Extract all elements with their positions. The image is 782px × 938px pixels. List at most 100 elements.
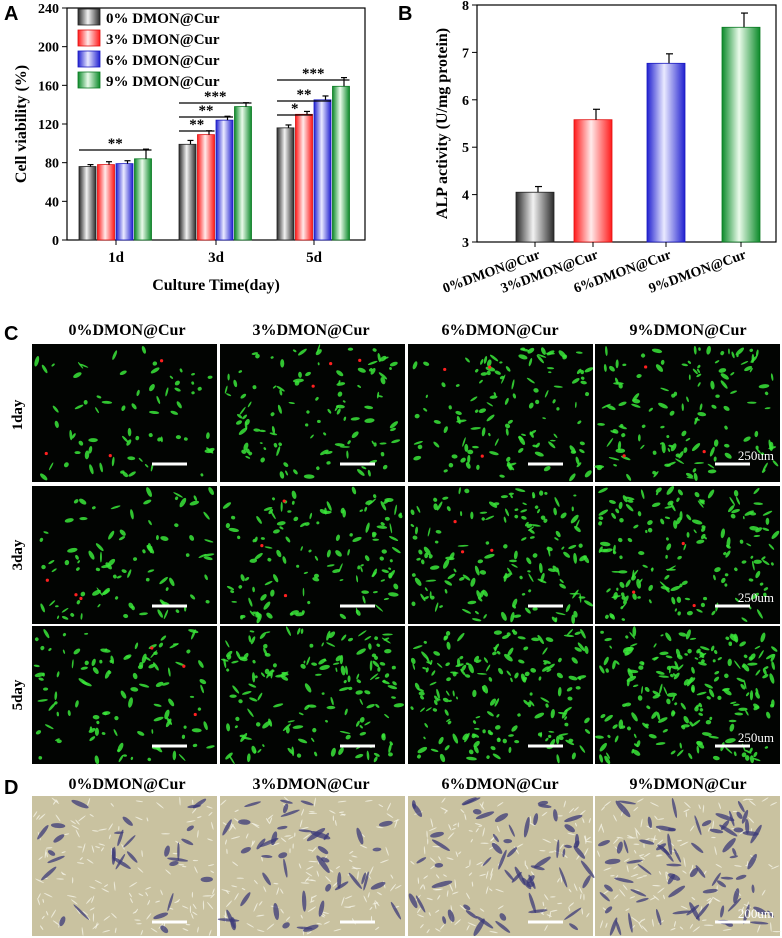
fibroblast-outline (692, 926, 701, 933)
stained-cell (153, 912, 169, 920)
live-cell (652, 470, 657, 475)
live-cell (314, 555, 319, 561)
live-cell (355, 720, 360, 727)
fibroblast-outline (524, 860, 526, 867)
live-cell (131, 403, 137, 410)
live-cell (536, 354, 545, 364)
fibroblast-outline (602, 907, 607, 911)
live-cell (666, 692, 677, 697)
live-cell (696, 745, 700, 754)
live-cell (539, 490, 544, 496)
live-cell (77, 361, 84, 369)
live-cell (104, 670, 111, 679)
live-cell (759, 582, 764, 586)
live-cell (506, 456, 511, 462)
stained-cell (50, 823, 66, 829)
live-cell (723, 552, 727, 556)
live-cell (579, 593, 582, 603)
fibroblast-outline (485, 870, 489, 879)
live-cell (425, 579, 437, 582)
live-cell (686, 476, 694, 479)
live-cell (624, 702, 632, 707)
live-cell (388, 572, 393, 579)
live-cell (442, 496, 449, 500)
live-cell (482, 589, 488, 597)
live-cell (485, 366, 496, 372)
live-cell (554, 497, 560, 507)
live-cell (734, 597, 740, 603)
fibroblast-outline (329, 810, 336, 814)
live-cell (714, 649, 718, 655)
live-cell (746, 543, 752, 547)
fibroblast-outline (770, 801, 778, 806)
fibroblast-outline (253, 902, 258, 912)
bar (197, 134, 215, 241)
live-cell (254, 750, 257, 754)
live-cell (471, 733, 476, 739)
live-cell (139, 612, 148, 616)
fibroblast-outline (113, 881, 116, 891)
fibroblast-outline (298, 863, 302, 869)
live-cell (239, 406, 246, 416)
live-cell (252, 538, 256, 543)
live-cell (203, 556, 213, 561)
live-cell (235, 650, 241, 660)
stained-cell (691, 842, 704, 854)
live-cell (576, 368, 582, 375)
live-cell (692, 368, 698, 375)
stained-cell (277, 825, 288, 830)
live-cell (556, 672, 563, 679)
stained-cell (637, 863, 652, 875)
live-cell (230, 590, 235, 594)
stained-cell (244, 801, 262, 807)
live-cell (231, 515, 236, 520)
live-cell (435, 530, 442, 534)
live-cell (574, 647, 582, 652)
live-cell (632, 593, 637, 600)
live-cell (345, 734, 351, 740)
live-cell (155, 681, 164, 688)
live-cell (291, 500, 295, 505)
fibroblast-outline (419, 884, 424, 890)
fibroblast-outline (394, 885, 402, 889)
live-cell (443, 635, 449, 641)
fibroblast-outline (553, 838, 559, 842)
live-cell (632, 398, 641, 404)
live-cell (179, 368, 183, 373)
live-cell (166, 717, 173, 725)
dead-cell (282, 499, 286, 503)
live-cell (371, 440, 375, 445)
stained-cell (187, 804, 201, 809)
live-cell (382, 464, 388, 470)
live-cell (263, 643, 268, 649)
fibroblast-outline (676, 839, 683, 842)
dead-cell (260, 544, 264, 548)
live-cell (763, 587, 769, 591)
live-cell (263, 601, 271, 610)
dead-cell (329, 362, 333, 366)
live-cell (761, 469, 766, 473)
live-cell (487, 729, 492, 735)
live-cell (533, 388, 539, 393)
live-cell (616, 587, 619, 591)
live-cell (480, 358, 484, 365)
live-cell (691, 442, 701, 452)
live-cell (424, 587, 428, 592)
live-cell (514, 672, 519, 679)
live-cell (373, 494, 377, 499)
live-cell (433, 441, 440, 448)
live-dead-image-r0-c1 (220, 344, 405, 482)
live-cell (685, 629, 691, 640)
live-cell (63, 462, 69, 468)
live-cell (480, 372, 488, 376)
stained-cell (702, 888, 718, 894)
fibroblast-outline (479, 908, 485, 912)
fibroblast-outline (196, 816, 202, 819)
live-dead-image-r2-c3: 250um (595, 626, 780, 765)
stained-cell (465, 910, 478, 919)
live-cell (344, 708, 348, 716)
live-cell (108, 530, 115, 540)
live-cell (256, 611, 261, 620)
fibroblast-outline (633, 843, 640, 845)
live-cell (205, 600, 210, 604)
